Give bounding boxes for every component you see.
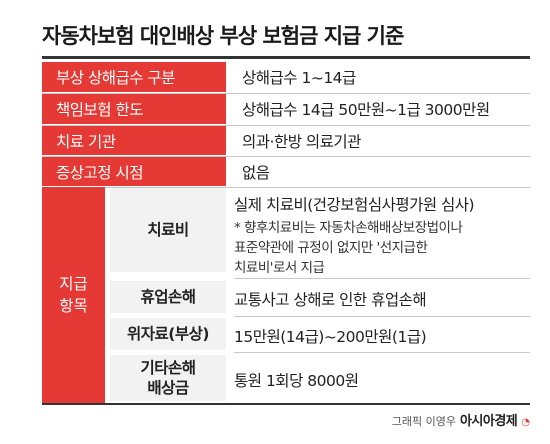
row-value: 없음 (242, 163, 270, 182)
credit: 그래픽 이영우 아시아경제 ◔ (392, 410, 530, 429)
treatment-value: 실제 치료비(건강보험심사평가원 심사) * 향후치료비는 자동차손해배상보장법… (234, 193, 530, 278)
row-divider (234, 352, 530, 353)
note-line: * 향후치료비는 자동차손해배상보장법이나 (234, 220, 463, 236)
row-divider (42, 125, 530, 126)
table-row: 증상고정 시점 없음 (42, 157, 530, 186)
treatment-main-text: 실제 치료비(건강보험심사평가원 심사) (234, 196, 475, 214)
payment-label-line1: 지급 (59, 275, 88, 293)
row-divider (234, 278, 530, 279)
table-row: 치료 기관 의과·한방 의료기관 (42, 126, 530, 155)
sub-label-lost-income: 휴업손해 (110, 281, 226, 313)
row-label: 치료 기관 (42, 126, 226, 155)
note-line: 치료비'로서 지급 (234, 260, 325, 276)
table-row: 부상 상해급수 구분 상해급수 1~14급 (42, 62, 530, 92)
credit-text: 그래픽 이영우 (391, 415, 456, 428)
other-damages-value: 통원 1회당 8000원 (234, 372, 359, 390)
lost-income-value: 교통사고 상해로 인한 휴업손해 (234, 291, 427, 309)
page-title: 자동차보험 대인배상 부상 보험금 지급 기준 (42, 24, 404, 48)
row-label: 부상 상해급수 구분 (42, 62, 226, 92)
row-divider (42, 93, 530, 94)
row-value: 상해급수 14급 50만원~1급 3000만원 (242, 101, 490, 119)
table-row: 책임보험 한도 상해급수 14급 50만원~1급 3000만원 (42, 94, 530, 124)
consolation-value: 15만원(14급)~200만원(1급) (234, 328, 427, 346)
bottom-rule (42, 403, 530, 405)
row-value: 의과·한방 의료기관 (242, 132, 361, 151)
note-line: 표준약관에 규정이 없지만 '선지급한 (234, 240, 428, 256)
row-divider (234, 316, 530, 317)
row-label: 증상고정 시점 (42, 157, 226, 186)
top-rule (42, 56, 530, 59)
other-damages-line1: 기타손해 (140, 359, 196, 377)
row-value: 상해급수 1~14급 (242, 69, 356, 87)
payment-label-line2: 항목 (59, 297, 88, 315)
other-damages-line2: 배상금 (147, 379, 189, 397)
payment-items-label: 지급 항목 (42, 187, 105, 403)
sub-label-treatment: 치료비 (110, 188, 226, 272)
row-divider (42, 156, 530, 157)
brand-logo: 아시아경제 (459, 414, 518, 429)
row-divider (42, 187, 530, 188)
row-label: 책임보험 한도 (42, 94, 226, 124)
brand-mark-icon: ◔ (521, 417, 530, 428)
sub-label-consolation: 위자료(부상) (110, 318, 226, 350)
sub-label-other-damages: 기타손해 배상금 (110, 355, 226, 401)
treatment-note: * 향후치료비는 자동차손해배상보장법이나 표준약관에 규정이 없지만 '선지급… (234, 218, 530, 278)
